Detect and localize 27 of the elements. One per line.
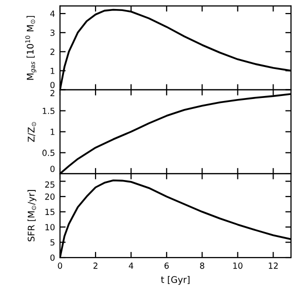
y-tick-label: 0: [50, 254, 55, 261]
y-tick-label: 0: [50, 166, 55, 172]
y-tick-label: 15: [45, 208, 54, 216]
x-tick-label: 10: [233, 262, 242, 269]
x-axis-title: t [Gyr]: [160, 276, 190, 285]
y-tick-label: 1.5: [42, 108, 54, 114]
x-tick-label: 12: [268, 262, 278, 269]
y-tick-label: 0.5: [42, 150, 54, 156]
y-axis-title: Z/Z$_{⊙}$: [28, 122, 36, 142]
y-tick-label: 1: [50, 128, 54, 135]
y-tick-label: 5: [50, 239, 54, 246]
x-tick-label: 4: [128, 262, 134, 269]
y-tick-label: 20: [45, 194, 55, 200]
y-tick-label: 0: [50, 82, 55, 88]
x-tick-label: 8: [200, 262, 204, 269]
y-tick-label: 1: [50, 68, 54, 74]
x-tick-label: 0: [58, 262, 62, 269]
y-tick-label: 2: [50, 48, 54, 55]
x-tick-label: 2: [94, 262, 98, 269]
y-axis-title: M$_{gas}$ [10$^{10}$ M$_{⊙}$]: [25, 16, 36, 80]
y-tick-label: 25: [45, 181, 54, 188]
y-tick-label: 4: [50, 10, 55, 17]
x-tick-label: 6: [164, 262, 169, 269]
y-axis-title: SFR [M$_{⊙}$/yr]: [28, 190, 36, 242]
y-tick-label: 3: [50, 30, 54, 36]
y-tick-label: 2: [50, 90, 54, 96]
y-tick-label: 10: [45, 224, 55, 230]
